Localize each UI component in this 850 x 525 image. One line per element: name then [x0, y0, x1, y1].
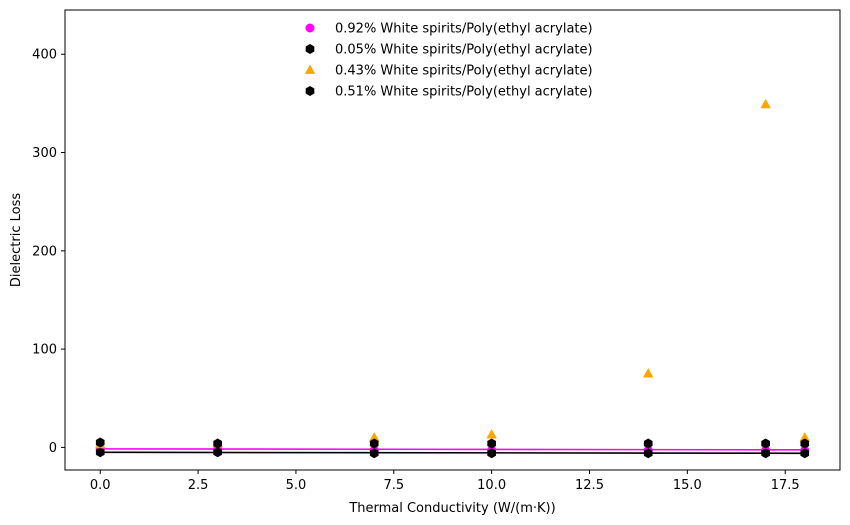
data-point-series-4 [643, 438, 653, 449]
legend-marker-series-3 [304, 64, 316, 74]
data-point-series-2 [643, 448, 653, 459]
legend-label-series-2: 0.05% White spirits/Poly(ethyl acrylate) [335, 43, 593, 58]
x-axis-label: Thermal Conductivity (W/(m·K)) [348, 501, 555, 516]
x-axis: 0.0 2.5 5.0 7.5 10.0 12.5 15.0 17.5 [90, 470, 800, 493]
data-point-series-4 [213, 438, 222, 449]
x-tick-label: 7.5 [383, 478, 404, 493]
legend-marker-series-2 [305, 44, 315, 54]
y-axis: 0 100 200 300 400 [32, 48, 65, 456]
legend-label-series-3: 0.43% White spirits/Poly(ethyl acrylate) [335, 64, 593, 79]
legend-label-series-4: 0.51% White spirits/Poly(ethyl acrylate) [335, 85, 593, 100]
y-axis-label: Dielectric Loss [9, 193, 24, 287]
y-tick-label: 400 [32, 48, 57, 63]
y-tick-label: 300 [32, 146, 57, 161]
trend-line-series-2 [100, 451, 805, 455]
plot-area [64, 9, 841, 471]
x-tick-label: 10.0 [477, 478, 506, 493]
legend-marker-series-1 [305, 23, 315, 33]
plot-frame [64, 9, 841, 471]
x-tick-label: 12.5 [575, 478, 604, 493]
trend-line-series-1 [100, 448, 805, 451]
y-tick-label: 200 [32, 244, 57, 259]
data-point-series-3 [368, 432, 380, 442]
data-point-series-4 [487, 438, 496, 449]
x-tick-label: 5.0 [286, 478, 307, 493]
x-tick-label: 17.5 [771, 478, 800, 493]
data-point-series-3 [642, 368, 654, 378]
legend: 0.92% White spirits/Poly(ethyl acrylate)… [304, 22, 593, 100]
data-markers [95, 98, 810, 459]
x-tick-label: 2.5 [188, 478, 209, 493]
data-point-series-3 [486, 429, 497, 439]
data-point-series-2 [95, 447, 105, 458]
data-point-series-2 [369, 448, 379, 459]
data-point-series-2 [213, 447, 222, 458]
data-point-series-2 [487, 448, 496, 459]
data-point-series-4 [800, 438, 810, 449]
data-point-series-2 [800, 448, 810, 459]
data-point-series-2 [761, 448, 770, 459]
legend-marker-series-4 [305, 86, 315, 96]
x-tick-label: 0.0 [90, 478, 111, 493]
x-tick-label: 15.0 [673, 478, 702, 493]
data-point-series-4 [95, 437, 105, 448]
data-point-series-3 [760, 98, 771, 109]
y-tick-label: 100 [32, 343, 57, 358]
legend-label-series-1: 0.92% White spirits/Poly(ethyl acrylate) [335, 22, 593, 37]
data-point-series-4 [369, 438, 379, 449]
data-point-series-3 [799, 432, 810, 442]
y-tick-label: 0 [49, 441, 57, 456]
data-point-series-4 [761, 438, 770, 449]
trend-lines [100, 448, 805, 455]
